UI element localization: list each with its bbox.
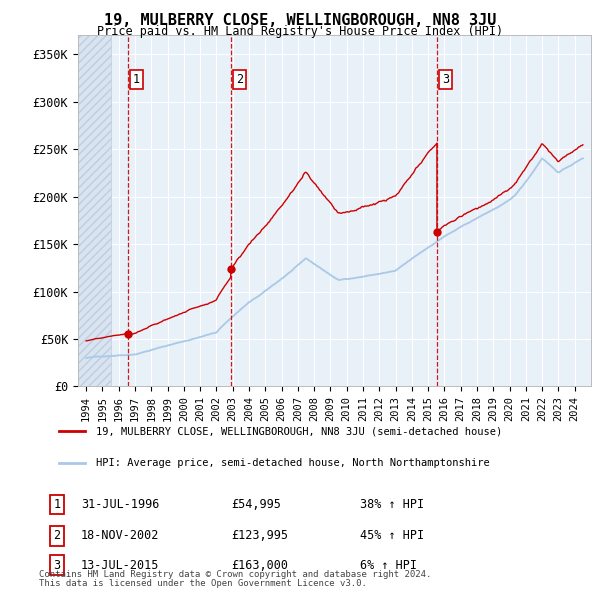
- Text: Contains HM Land Registry data © Crown copyright and database right 2024.: Contains HM Land Registry data © Crown c…: [39, 571, 431, 579]
- Text: 38% ↑ HPI: 38% ↑ HPI: [360, 498, 424, 511]
- Text: £163,000: £163,000: [231, 559, 288, 572]
- Text: 1: 1: [53, 498, 61, 511]
- 19, MULBERRY CLOSE, WELLINGBOROUGH, NN8 3JU (semi-detached house): [488, 197, 496, 204]
- Text: 6% ↑ HPI: 6% ↑ HPI: [360, 559, 417, 572]
- Text: 3: 3: [442, 73, 449, 86]
- HPI: Average price, semi-detached house, North Northamptonshire: (2.02e+03, 2.4e+05): Average price, semi-detached house, Nort…: [579, 155, 586, 162]
- 19, MULBERRY CLOSE, WELLINGBOROUGH, NN8 3JU (semi-detached house): [344, 208, 352, 215]
- 19, MULBERRY CLOSE, WELLINGBOROUGH, NN8 3JU (semi-detached house): [539, 140, 547, 148]
- Text: 19, MULBERRY CLOSE, WELLINGBOROUGH, NN8 3JU (semi-detached house): 19, MULBERRY CLOSE, WELLINGBOROUGH, NN8 …: [95, 427, 502, 437]
- Line: HPI: Average price, semi-detached house, North Northamptonshire: HPI: Average price, semi-detached house,…: [86, 158, 583, 358]
- Text: £123,995: £123,995: [231, 529, 288, 542]
- Text: 31-JUL-1996: 31-JUL-1996: [81, 498, 160, 511]
- Text: 3: 3: [53, 559, 61, 572]
- Text: £54,995: £54,995: [231, 498, 281, 511]
- Text: Price paid vs. HM Land Registry's House Price Index (HPI): Price paid vs. HM Land Registry's House …: [97, 25, 503, 38]
- 19, MULBERRY CLOSE, WELLINGBOROUGH, NN8 3JU (semi-detached house): [83, 337, 90, 345]
- 19, MULBERRY CLOSE, WELLINGBOROUGH, NN8 3JU (semi-detached house): [163, 316, 170, 323]
- HPI: Average price, semi-detached house, North Northamptonshire: (1.99e+03, 3.01e+04): Average price, semi-detached house, Nort…: [83, 355, 90, 362]
- HPI: Average price, semi-detached house, North Northamptonshire: (2.01e+03, 1.19e+05): Average price, semi-detached house, Nort…: [378, 270, 385, 277]
- HPI: Average price, semi-detached house, North Northamptonshire: (2.01e+03, 1.24e+05): Average price, semi-detached house, Nort…: [319, 266, 326, 273]
- HPI: Average price, semi-detached house, North Northamptonshire: (2.02e+03, 1.87e+05): Average price, semi-detached house, Nort…: [490, 206, 497, 213]
- Text: 2: 2: [236, 73, 243, 86]
- Text: HPI: Average price, semi-detached house, North Northamptonshire: HPI: Average price, semi-detached house,…: [95, 457, 489, 467]
- 19, MULBERRY CLOSE, WELLINGBOROUGH, NN8 3JU (semi-detached house): [172, 312, 179, 319]
- Text: 1: 1: [133, 73, 140, 86]
- 19, MULBERRY CLOSE, WELLINGBOROUGH, NN8 3JU (semi-detached house): [167, 314, 174, 322]
- Text: 19, MULBERRY CLOSE, WELLINGBOROUGH, NN8 3JU: 19, MULBERRY CLOSE, WELLINGBOROUGH, NN8 …: [104, 13, 496, 28]
- Text: 13-JUL-2015: 13-JUL-2015: [81, 559, 160, 572]
- HPI: Average price, semi-detached house, North Northamptonshire: (2.01e+03, 1.14e+05): Average price, semi-detached house, Nort…: [352, 274, 359, 281]
- HPI: Average price, semi-detached house, North Northamptonshire: (2.01e+03, 1.21e+05): Average price, semi-detached house, Nort…: [322, 268, 329, 275]
- 19, MULBERRY CLOSE, WELLINGBOROUGH, NN8 3JU (semi-detached house): [433, 140, 440, 147]
- Text: 2: 2: [53, 529, 61, 542]
- Bar: [78, 35, 110, 386]
- Text: 45% ↑ HPI: 45% ↑ HPI: [360, 529, 424, 542]
- HPI: Average price, semi-detached house, North Northamptonshire: (2.02e+03, 2.33e+05): Average price, semi-detached house, Nort…: [568, 162, 575, 169]
- Text: 18-NOV-2002: 18-NOV-2002: [81, 529, 160, 542]
- 19, MULBERRY CLOSE, WELLINGBOROUGH, NN8 3JU (semi-detached house): [579, 141, 586, 148]
- Line: 19, MULBERRY CLOSE, WELLINGBOROUGH, NN8 3JU (semi-detached house): 19, MULBERRY CLOSE, WELLINGBOROUGH, NN8 …: [86, 143, 583, 341]
- Text: This data is licensed under the Open Government Licence v3.0.: This data is licensed under the Open Gov…: [39, 579, 367, 588]
